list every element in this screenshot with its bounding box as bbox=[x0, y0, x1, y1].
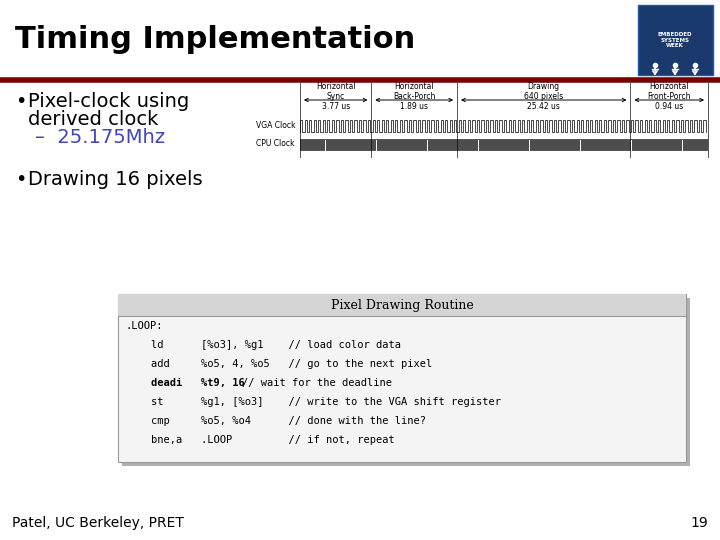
Text: // wait for the deadline: // wait for the deadline bbox=[242, 378, 392, 388]
Text: –  25.175Mhz: – 25.175Mhz bbox=[35, 128, 165, 147]
Text: 3.77 us: 3.77 us bbox=[322, 102, 350, 111]
Text: Pixel-clock using: Pixel-clock using bbox=[28, 92, 189, 111]
Text: Timing Implementation: Timing Implementation bbox=[15, 25, 415, 55]
Text: 25.42 us: 25.42 us bbox=[527, 102, 560, 111]
Bar bbox=[118, 294, 686, 462]
Text: deadi   %t9, 16: deadi %t9, 16 bbox=[126, 378, 289, 388]
Text: bne,a   .LOOP         // if not, repeat: bne,a .LOOP // if not, repeat bbox=[126, 435, 395, 445]
Bar bbox=[122, 298, 690, 466]
Text: •: • bbox=[15, 170, 27, 189]
Text: cmp     %o5, %o4      // done with the line?: cmp %o5, %o4 // done with the line? bbox=[126, 416, 426, 426]
Text: Horizontal
Front-Porch: Horizontal Front-Porch bbox=[647, 82, 691, 102]
Text: EMBEDDED
SYSTEMS
WEEK: EMBEDDED SYSTEMS WEEK bbox=[658, 32, 692, 48]
Text: 0.94 us: 0.94 us bbox=[655, 102, 683, 111]
Text: Horizontal
Back-Porch: Horizontal Back-Porch bbox=[393, 82, 436, 102]
Bar bbox=[118, 294, 686, 316]
Text: derived clock: derived clock bbox=[28, 110, 158, 129]
Bar bbox=[0, 0, 720, 80]
Text: Patel, UC Berkeley, PRET: Patel, UC Berkeley, PRET bbox=[12, 516, 184, 530]
Text: ld      [%o3], %g1    // load color data: ld [%o3], %g1 // load color data bbox=[126, 340, 401, 350]
Text: 19: 19 bbox=[690, 516, 708, 530]
Text: Drawing
640 pixels: Drawing 640 pixels bbox=[524, 82, 564, 102]
Text: Drawing 16 pixels: Drawing 16 pixels bbox=[28, 170, 202, 189]
Text: Horizontal
Sync: Horizontal Sync bbox=[316, 82, 356, 102]
Text: 1.89 us: 1.89 us bbox=[400, 102, 428, 111]
Text: VGA Clock: VGA Clock bbox=[256, 120, 295, 130]
Text: •: • bbox=[15, 92, 27, 111]
Text: add     %o5, 4, %o5   // go to the next pixel: add %o5, 4, %o5 // go to the next pixel bbox=[126, 359, 432, 369]
Bar bbox=[638, 5, 713, 75]
Text: st      %g1, [%o3]    // write to the VGA shift register: st %g1, [%o3] // write to the VGA shift … bbox=[126, 397, 501, 407]
Text: .LOOP:: .LOOP: bbox=[126, 321, 163, 331]
Text: CPU Clock: CPU Clock bbox=[256, 139, 295, 148]
Text: Pixel Drawing Routine: Pixel Drawing Routine bbox=[330, 299, 473, 312]
